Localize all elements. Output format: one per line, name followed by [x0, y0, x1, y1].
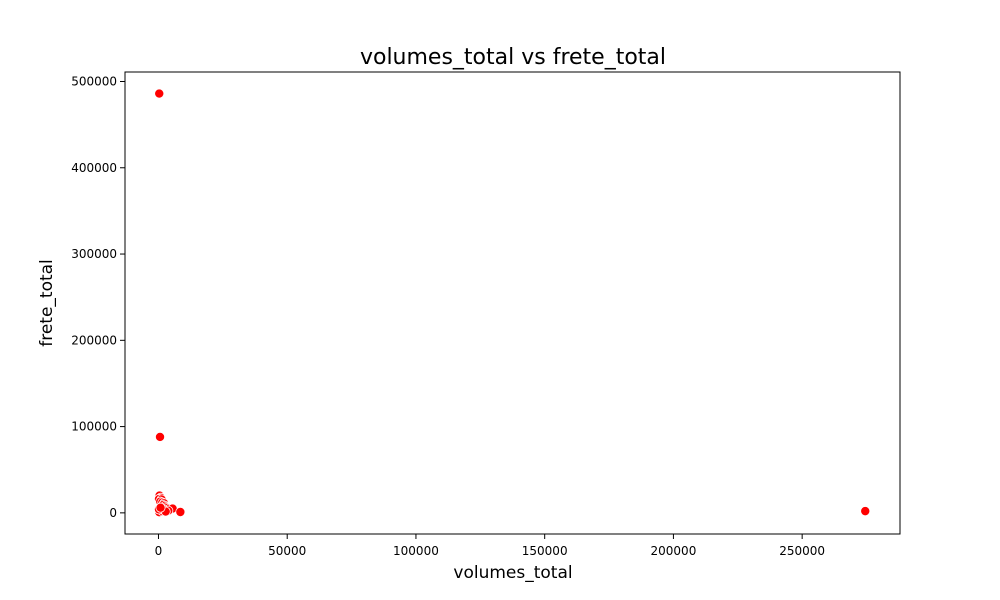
x-axis-label: volumes_total	[453, 563, 572, 583]
y-axis-label: frete_total	[37, 259, 57, 347]
scatter-point	[155, 502, 166, 513]
scatter-point	[155, 431, 166, 442]
data-points	[153, 88, 871, 518]
y-tick-label: 100000	[71, 420, 117, 434]
x-tick-label: 100000	[393, 544, 439, 558]
chart-title: volumes_total vs frete_total	[360, 45, 666, 70]
y-tick-label: 200000	[71, 333, 117, 347]
x-tick-label: 150000	[522, 544, 568, 558]
x-tick-label: 0	[155, 544, 163, 558]
scatter-point	[175, 506, 186, 517]
scatter-point	[860, 506, 871, 517]
scatter-point	[154, 88, 165, 99]
y-tick-label: 500000	[71, 74, 117, 88]
x-tick-label: 50000	[268, 544, 306, 558]
x-tick-label: 250000	[779, 544, 825, 558]
y-tick-label: 300000	[71, 247, 117, 261]
x-axis-ticks: 0 50000 100000 150000 200000 250000	[155, 534, 825, 558]
x-tick-label: 200000	[651, 544, 697, 558]
plot-area	[124, 71, 901, 535]
y-axis-ticks: 0 100000 200000 300000 400000 500000	[71, 74, 125, 520]
y-tick-label: 400000	[71, 161, 117, 175]
y-tick-label: 0	[109, 506, 117, 520]
